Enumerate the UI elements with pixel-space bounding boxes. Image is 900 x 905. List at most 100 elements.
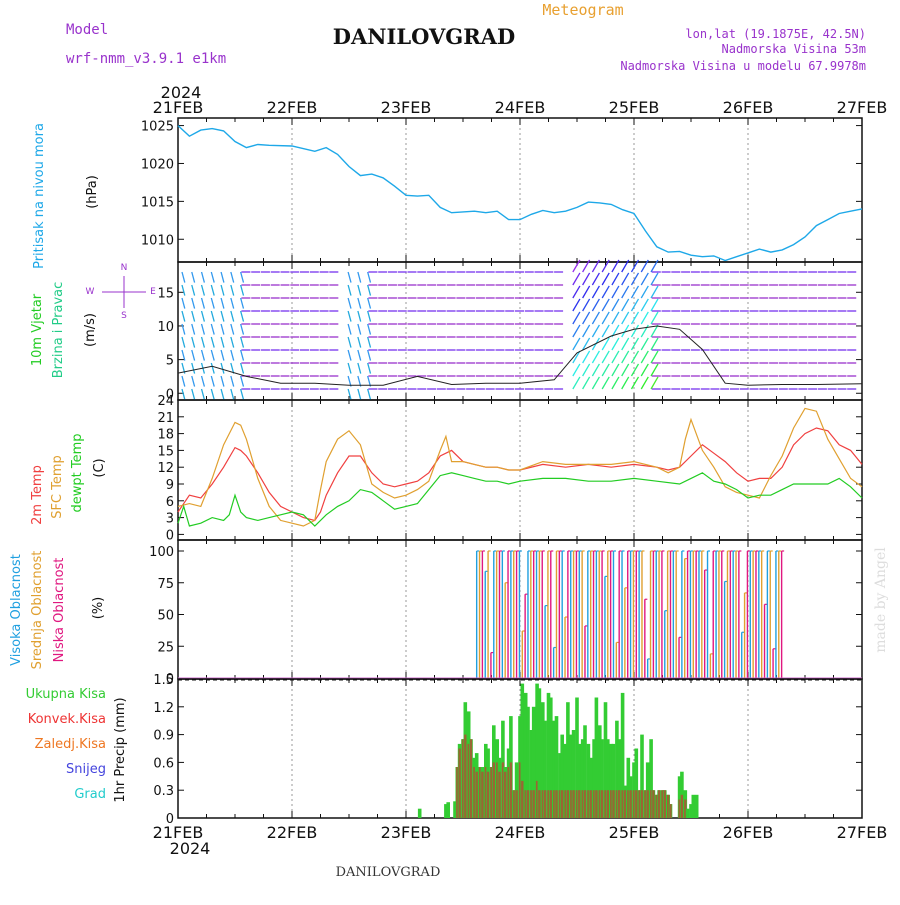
precip-conv-bar: [526, 790, 530, 818]
wind-barb: [230, 336, 235, 348]
wind-barb: [367, 310, 372, 322]
precip-conv-bar: [504, 771, 507, 818]
legend-grad: Grad: [74, 787, 106, 802]
wind-barb: [240, 388, 245, 400]
wind-barb: [572, 324, 581, 338]
wind-barb: [210, 388, 215, 400]
wind-barb: [347, 310, 352, 322]
wind-barb: [621, 272, 630, 286]
precip-conv-bar: [684, 799, 687, 818]
y-tick-label: 15: [157, 444, 174, 459]
wind-barb: [650, 337, 659, 351]
legend-total: Ukupna Kisa: [26, 687, 106, 702]
top-day-label: 24FEB: [495, 98, 546, 117]
precip-conv-bar: [498, 771, 501, 818]
precip-total-bar: [541, 702, 545, 818]
wind-barb: [181, 349, 186, 361]
wind-barb: [582, 311, 591, 325]
wind-barb: [572, 376, 581, 390]
precip-conv-bar: [621, 790, 624, 818]
y-tick-label: 1.2: [153, 701, 174, 716]
model-name: wrf-nmm_v3.9.1 e1km: [66, 51, 226, 67]
precip-total-bar: [592, 739, 596, 818]
wind-barb: [230, 375, 235, 387]
wind-barb: [640, 376, 649, 390]
wind-barb: [357, 362, 362, 374]
wind-barb: [347, 323, 352, 335]
wind-barb: [357, 336, 362, 348]
precip-conv-bar: [627, 790, 630, 818]
precip-conv-bar: [632, 790, 636, 818]
precip-conv-bar: [600, 790, 604, 818]
bottom-day-label: 22FEB: [267, 823, 318, 842]
top-day-label: 23FEB: [381, 98, 432, 117]
precip-conv-bar: [583, 790, 587, 818]
precip-total-bar: [620, 692, 625, 818]
y-tick-label: 10: [157, 320, 174, 335]
wind-barb: [210, 336, 215, 348]
wind-barb: [582, 324, 591, 338]
elevation-text: Nadmorska Visina 53m: [722, 42, 867, 56]
precip-conv-bar: [592, 790, 596, 818]
legend-frozen: Zaledj.Kisa: [35, 737, 106, 752]
wind-barb: [650, 324, 659, 338]
precip-conv-bar: [473, 767, 476, 818]
wind-barb: [591, 259, 600, 273]
wind-barb: [630, 363, 640, 377]
y-tick-label: 1025: [141, 120, 174, 135]
wind-barb: [630, 259, 640, 273]
precip-conv-bar: [490, 767, 493, 818]
wind-barb: [200, 284, 206, 296]
top-day-label: 22FEB: [267, 98, 318, 117]
wind-barb: [347, 297, 352, 309]
wind-barb: [621, 376, 630, 390]
wind-barb: [357, 297, 362, 309]
dewpt-line: [177, 472, 863, 527]
compass-label: N: [121, 263, 128, 273]
precip-total-bar: [529, 730, 534, 818]
wind-barb: [191, 310, 196, 322]
precip-total-bar: [694, 794, 699, 818]
wind-barb: [367, 362, 372, 374]
precip-total-bar: [685, 808, 690, 818]
precip-conv-bar: [655, 794, 658, 818]
wind-barb: [640, 298, 649, 312]
precipitation-panel: 0 0.3 0.6 0.9 1.2 1.5: [153, 673, 863, 827]
precip-total-bar: [575, 697, 579, 818]
precip-conv-bar: [535, 780, 539, 818]
wind-barb: [640, 311, 649, 325]
wind-barb: [347, 336, 352, 348]
bottom-day-label: 25FEB: [609, 823, 660, 842]
wind-barb: [572, 285, 581, 299]
wind-barb: [191, 336, 196, 348]
wind-barb: [210, 297, 215, 309]
precip-conv-bar: [507, 767, 510, 818]
precip-conv-bar: [458, 748, 461, 818]
precip-total-bar: [566, 702, 570, 818]
wind-barb: [367, 284, 372, 296]
wind-barb: [582, 376, 591, 390]
wind-barb: [181, 375, 186, 387]
precip-conv-bar: [606, 790, 609, 818]
wind-barb: [572, 259, 581, 273]
temp2m-label: 2m Temp: [30, 465, 45, 525]
precip-conv-bar: [456, 767, 459, 818]
wind-barb: [220, 375, 225, 387]
wind-barb: [650, 272, 659, 286]
wind-barb: [230, 388, 235, 400]
precip-conv-bar: [680, 794, 684, 818]
precip-total-bar: [417, 808, 422, 818]
wind-barb: [220, 362, 225, 374]
precip-total-bar: [609, 743, 613, 818]
precip-total-bar: [446, 802, 450, 818]
precip-conv-bar: [501, 762, 505, 818]
wind-barb: [621, 324, 630, 338]
precip-conv-bar: [481, 771, 484, 818]
wind-barb: [181, 388, 186, 400]
wind-barb: [210, 349, 215, 361]
wind-barb: [611, 376, 620, 390]
precip-total-bar: [571, 730, 576, 818]
wind-barb: [582, 298, 591, 312]
wind-barb: [630, 350, 640, 364]
